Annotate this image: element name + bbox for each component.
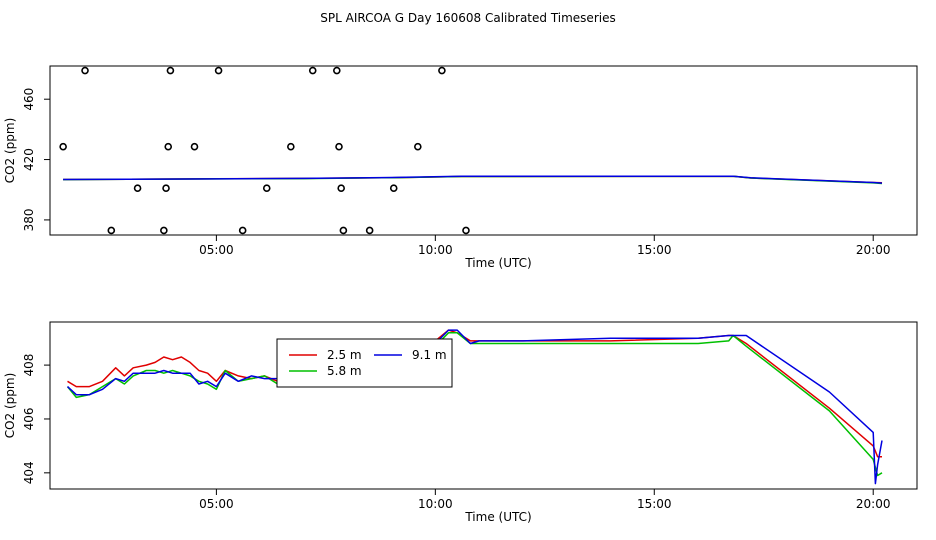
legend-label: 5.8 m bbox=[327, 364, 362, 378]
legend-label: 2.5 m bbox=[327, 348, 362, 362]
scatter-point bbox=[164, 142, 173, 151]
line-panel-bottom: 05:00 10:00 15:00 20:00 404 406 408 Time (UTC) C… bbox=[3, 321, 918, 524]
scatter-point bbox=[59, 142, 67, 151]
scatter-point bbox=[133, 184, 142, 193]
scatter-point bbox=[190, 142, 199, 151]
scatter-point bbox=[287, 142, 295, 151]
x-tick-label: 05:00 bbox=[199, 497, 234, 511]
scatter-point bbox=[339, 226, 348, 235]
scatter-point bbox=[414, 142, 422, 151]
x-axis-label: Time (UTC) bbox=[464, 510, 531, 524]
plot-frame bbox=[49, 65, 918, 236]
scatter-point bbox=[160, 226, 168, 235]
scatter-point bbox=[438, 66, 446, 75]
scatter-point bbox=[335, 142, 343, 151]
scatter-point bbox=[337, 184, 345, 193]
scatter-point bbox=[166, 66, 175, 75]
y-axis-label: CO2 (ppm) bbox=[3, 118, 17, 184]
scatter-point bbox=[333, 66, 341, 75]
series-line-9-1-m bbox=[63, 175, 883, 184]
y-axis-label: CO2 (ppm) bbox=[3, 373, 17, 439]
scatter-point bbox=[389, 184, 398, 193]
scatter-panel-top: 05:00 10:00 15:00 20:00 380 420 460 Time (UTC) C… bbox=[3, 65, 918, 270]
x-tick-label: 05:00 bbox=[199, 243, 234, 257]
scatter-point bbox=[365, 226, 374, 235]
chart-title: SPL AIRCOA G Day 160608 Calibrated Times… bbox=[320, 11, 615, 25]
legend-label: 9.1 m bbox=[412, 348, 447, 362]
y-tick-label: 460 bbox=[22, 88, 36, 111]
scatter-point bbox=[107, 226, 116, 235]
x-tick-label: 20:00 bbox=[856, 243, 891, 257]
scatter-point bbox=[214, 66, 223, 75]
x-tick-label: 20:00 bbox=[856, 497, 891, 511]
scatter-point bbox=[262, 184, 271, 193]
x-tick-label: 15:00 bbox=[637, 243, 672, 257]
series-line-2-5-m bbox=[67, 329, 882, 458]
series-line-9-1-m bbox=[66, 329, 883, 485]
y-tick-label: 406 bbox=[22, 408, 36, 431]
plot-frame bbox=[49, 321, 918, 490]
x-tick-label: 10:00 bbox=[418, 243, 453, 257]
scatter-point bbox=[308, 66, 317, 75]
scatter-point bbox=[462, 226, 470, 235]
x-axis-label: Time (UTC) bbox=[464, 256, 531, 270]
y-tick-label: 408 bbox=[22, 354, 36, 377]
y-tick-label: 380 bbox=[22, 208, 36, 231]
y-tick-label: 420 bbox=[22, 148, 36, 171]
x-tick-label: 10:00 bbox=[418, 497, 453, 511]
legend: 2.5 m 5.8 m 9.1 m bbox=[276, 338, 453, 388]
scatter-point bbox=[162, 184, 170, 193]
y-tick-label: 404 bbox=[22, 461, 36, 484]
legend-box bbox=[276, 338, 453, 388]
scatter-point bbox=[81, 66, 89, 75]
scatter-point bbox=[238, 226, 247, 235]
x-tick-label: 15:00 bbox=[637, 497, 672, 511]
